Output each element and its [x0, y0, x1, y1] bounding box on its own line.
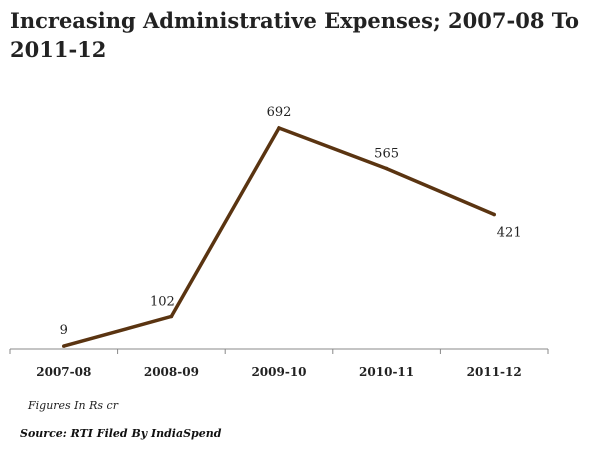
- x-tick-label: 2008-09: [144, 365, 199, 379]
- x-tick-label: 2007-08: [36, 365, 91, 379]
- data-point: [62, 344, 66, 348]
- data-label: 421: [497, 226, 522, 241]
- series-line: [63, 125, 495, 348]
- source-note: Source: RTI Filed By IndiaSpend: [20, 427, 222, 440]
- data-label: 102: [150, 294, 175, 309]
- data-point: [492, 212, 497, 217]
- data-point: [277, 126, 281, 130]
- chart-title: Increasing Administrative Expenses; 2007…: [10, 8, 579, 62]
- data-label: 9: [60, 323, 68, 338]
- x-tick-label: 2009-10: [251, 365, 306, 379]
- units-note: Figures In Rs cr: [28, 399, 118, 412]
- data-point: [169, 314, 174, 319]
- data-point: [384, 166, 389, 171]
- x-tick-label: 2010-11: [359, 365, 414, 379]
- data-label: 565: [374, 147, 399, 162]
- data-label: 692: [267, 105, 292, 120]
- x-tick-label: 2011-12: [467, 365, 522, 379]
